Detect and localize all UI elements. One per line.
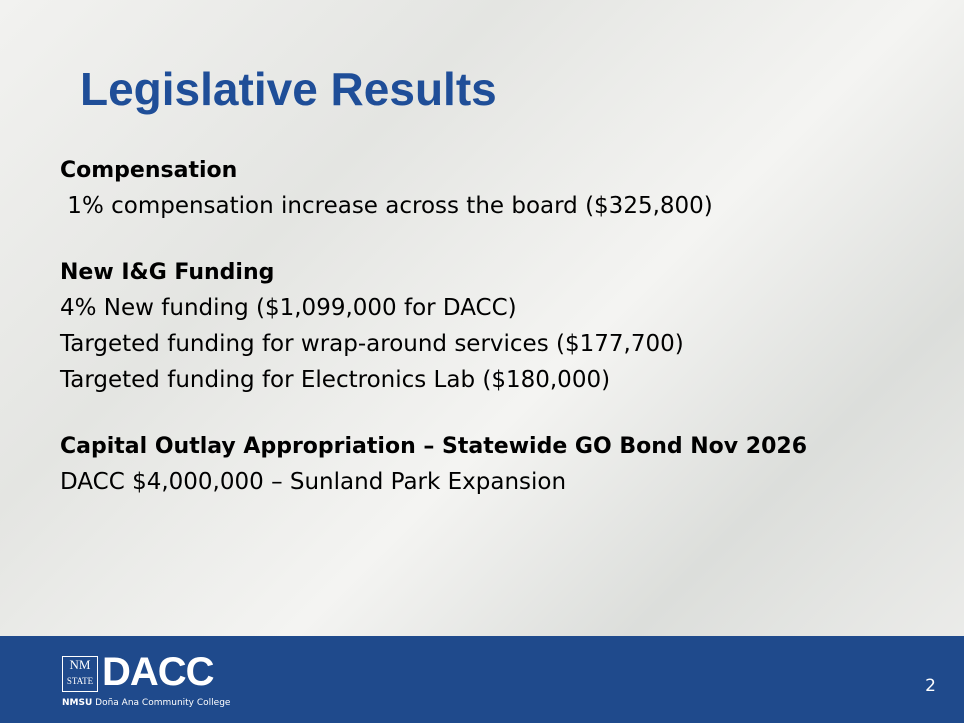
- section: New I&G Funding 4% New funding ($1,099,00…: [60, 262, 880, 398]
- logo-subtitle: NMSU Doña Ana Community College: [62, 698, 230, 708]
- title: Legislative Results: [80, 62, 497, 116]
- section-heading: New I&G Funding: [60, 262, 880, 284]
- page-number: 2: [925, 676, 936, 696]
- section-heading: Capital Outlay Appropriation – Statewide…: [60, 436, 880, 458]
- logo-nm-state: NM STATE: [62, 656, 98, 692]
- logo-dacc: DACC: [102, 650, 214, 695]
- content: Compensation 1% compensation increase ac…: [60, 160, 880, 538]
- footer: NM STATE DACC NMSU Doña Ana Community Col…: [0, 636, 964, 723]
- section-line: Targeted funding for Electronics Lab ($1…: [60, 362, 880, 398]
- section-line: Targeted funding for wrap-around service…: [60, 326, 880, 362]
- logo-state: STATE: [67, 676, 93, 686]
- section: Compensation 1% compensation increase ac…: [60, 160, 880, 224]
- logo-college: Doña Ana Community College: [95, 698, 230, 708]
- slide: Legislative Results Compensation 1% comp…: [0, 0, 964, 723]
- section: Capital Outlay Appropriation – Statewide…: [60, 436, 880, 500]
- logo-nm: NM: [70, 657, 91, 672]
- logo-nmsu: NMSU: [62, 698, 92, 708]
- section-heading: Compensation: [60, 160, 880, 182]
- section-line: 1% compensation increase across the boar…: [60, 188, 880, 224]
- section-line: DACC $4,000,000 – Sunland Park Expansion: [60, 464, 880, 500]
- section-line: 4% New funding ($1,099,000 for DACC): [60, 290, 880, 326]
